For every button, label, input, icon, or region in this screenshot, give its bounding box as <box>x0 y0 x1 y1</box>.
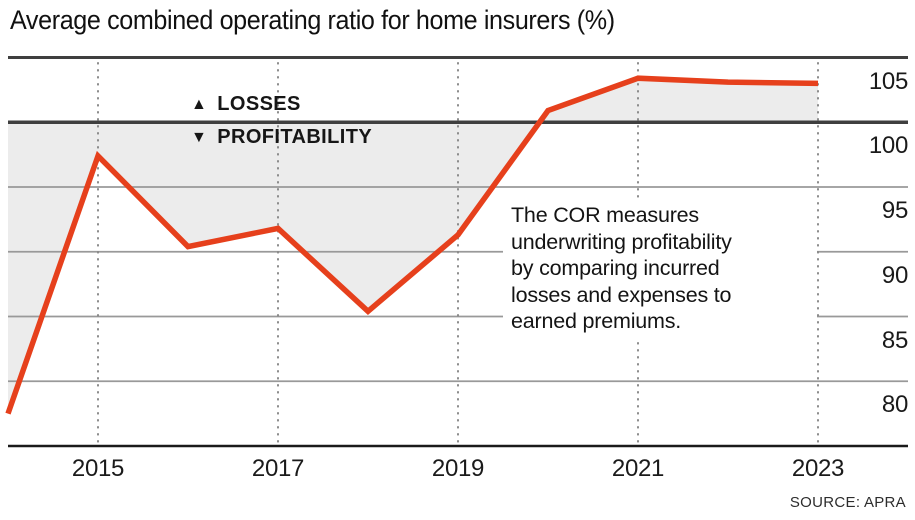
triangle-down-icon: ▼ <box>191 128 208 146</box>
page-title: Average combined operating ratio for hom… <box>10 5 615 35</box>
losses-label-text: LOSSES <box>217 93 301 115</box>
cor-explainer-note: The COR measures underwriting profitabil… <box>503 198 817 341</box>
x-tick-label-2023: 2023 <box>791 455 845 482</box>
x-tick-label-2015: 2015 <box>71 455 125 482</box>
profitability-zone-label: ▼ PROFITABILITY <box>191 126 372 149</box>
x-tick-label-2017: 2017 <box>251 455 305 482</box>
triangle-up-icon: ▲ <box>191 95 208 113</box>
cor-series-line <box>5 75 819 415</box>
y-tick-label-100: 100 <box>868 132 908 160</box>
y-tick-label-90: 90 <box>881 261 908 289</box>
area-between-line-and-breakeven <box>8 78 818 414</box>
profitability-label-text: PROFITABILITY <box>217 126 373 148</box>
y-tick-label-80: 80 <box>881 391 908 419</box>
y-tick-label-105: 105 <box>868 67 908 95</box>
x-tick-label-2021: 2021 <box>611 455 665 482</box>
source-credit: SOURCE: APRA <box>789 494 906 511</box>
y-tick-label-85: 85 <box>881 326 908 354</box>
y-tick-label-95: 95 <box>881 197 908 224</box>
losses-zone-label: ▲ LOSSES <box>191 93 301 116</box>
x-tick-label-2019: 2019 <box>431 455 485 482</box>
